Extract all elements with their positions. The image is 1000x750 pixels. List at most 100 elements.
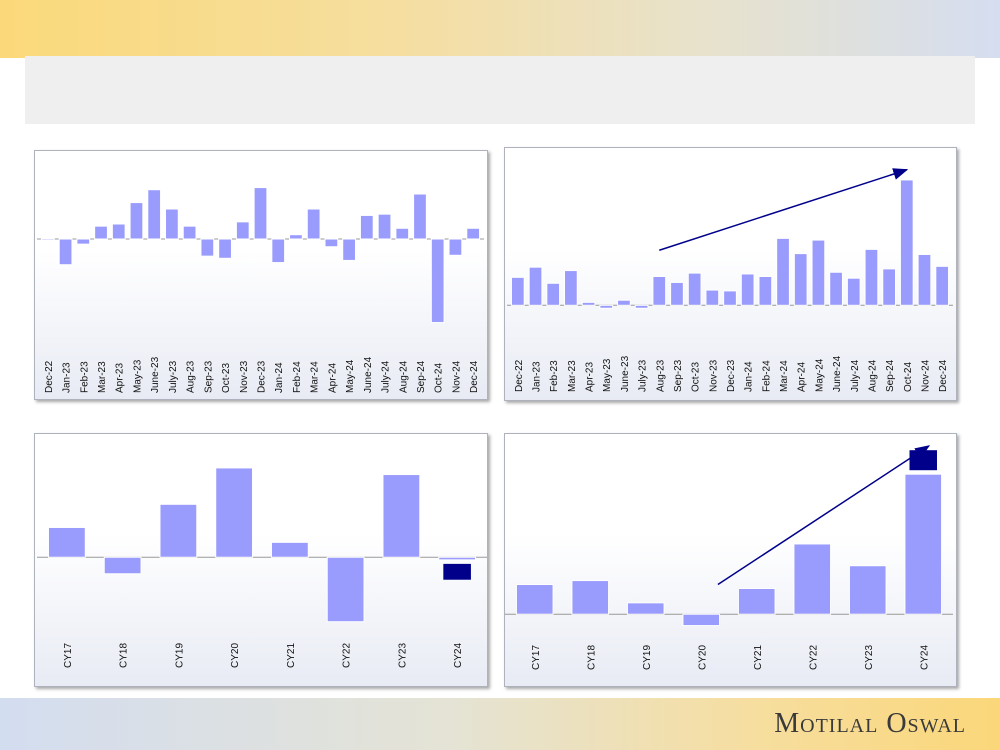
tick-label-June-24: June-24 bbox=[363, 356, 374, 393]
tick-label-Feb-23: Feb-23 bbox=[549, 360, 560, 392]
tick-label-Aug-24: Aug-24 bbox=[398, 360, 409, 393]
bar-Dec-22 bbox=[510, 276, 525, 306]
bar-Oct-24 bbox=[899, 179, 914, 306]
bar-Jan-24 bbox=[271, 238, 286, 264]
bar-Mar-23 bbox=[94, 225, 108, 240]
tick-label-Dec-23: Dec-23 bbox=[726, 359, 737, 392]
slide-title-bar bbox=[25, 56, 975, 124]
tick-label-CY17: CY17 bbox=[531, 645, 542, 670]
tick-label-CY22: CY22 bbox=[808, 645, 819, 670]
bar-Sep-23 bbox=[200, 238, 215, 257]
chart-yearly-panel-2: CY17 CY18 CY19 CY20 CY21 CY22 CY23 CY24 bbox=[504, 433, 957, 687]
tick-label-June-24: June-24 bbox=[832, 355, 843, 392]
tick-label-CY17: CY17 bbox=[63, 643, 74, 668]
bar-Nov-23 bbox=[705, 289, 720, 306]
highlight-bar-CY24 bbox=[443, 563, 471, 580]
bar-Nov-24 bbox=[917, 253, 932, 306]
bar-Sep-24 bbox=[413, 193, 427, 240]
bar-June-23 bbox=[617, 299, 631, 306]
tick-label-CY23: CY23 bbox=[864, 645, 875, 670]
tick-label-CY19: CY19 bbox=[174, 643, 185, 668]
bar-Mar-23 bbox=[564, 270, 578, 306]
bar-CY19 bbox=[159, 503, 198, 558]
tick-label-CY19: CY19 bbox=[642, 645, 653, 670]
bar-CY19 bbox=[626, 602, 665, 615]
bar-July-23 bbox=[634, 304, 649, 309]
tick-label-CY21: CY21 bbox=[286, 643, 297, 668]
bar-Apr-24 bbox=[324, 238, 339, 248]
tick-label-Sep-23: Sep-23 bbox=[203, 360, 214, 393]
tick-label-May-23: May-23 bbox=[132, 359, 143, 393]
bar-July-24 bbox=[377, 213, 392, 240]
tick-label-CY22: CY22 bbox=[342, 643, 353, 668]
tick-label-Sep-23: Sep-23 bbox=[673, 359, 684, 392]
bar-Jan-23 bbox=[528, 266, 543, 306]
tick-label-Mar-23: Mar-23 bbox=[97, 361, 108, 393]
tick-label-July-24: July-24 bbox=[381, 360, 392, 393]
tick-label-CY24: CY24 bbox=[919, 645, 930, 670]
bar-CY23 bbox=[848, 565, 887, 615]
tick-label-CY20: CY20 bbox=[697, 645, 708, 670]
tick-label-Jan-23: Jan-23 bbox=[62, 362, 73, 393]
monthly-change-chart-1: Dec-22 Jan-23 Feb-23 Mar-23 Apr-23 May-23 June… bbox=[37, 187, 484, 393]
bar-Aug-24 bbox=[395, 227, 410, 240]
tick-label-Mar-24: Mar-24 bbox=[310, 361, 321, 393]
tick-label-Dec-24: Dec-24 bbox=[938, 359, 949, 392]
footer-band bbox=[0, 698, 1000, 750]
tick-label-Dec-24: Dec-24 bbox=[469, 360, 480, 393]
bar-Feb-23 bbox=[546, 282, 561, 306]
bar-Sep-24 bbox=[882, 268, 896, 306]
tick-label-Jan-24: Jan-24 bbox=[744, 361, 755, 392]
yearly-change-chart-1: CY17 CY18 CY19 CY20 CY21 CY22 CY23 CY24 bbox=[37, 467, 487, 668]
bar-Jan-24 bbox=[740, 273, 755, 306]
bar-Aug-24 bbox=[864, 248, 879, 306]
bar-CY24 bbox=[904, 473, 943, 615]
bar-June-24 bbox=[359, 214, 374, 240]
tick-label-Mar-23: Mar-23 bbox=[567, 360, 578, 392]
bar-Nov-24 bbox=[448, 238, 463, 256]
tick-label-July-24: July-24 bbox=[850, 359, 861, 392]
tick-label-Aug-23: Aug-23 bbox=[655, 359, 666, 392]
bar-Aug-23 bbox=[182, 225, 197, 240]
chart-yearly-panel-1: CY17 CY18 CY19 CY20 CY21 CY22 CY23 CY24 bbox=[34, 433, 488, 687]
tick-label-May-24: May-24 bbox=[345, 359, 356, 393]
bar-Sep-23 bbox=[670, 281, 684, 306]
bar-CY17 bbox=[47, 526, 86, 558]
bar-CY24 bbox=[438, 556, 477, 561]
tick-label-Apr-24: Apr-24 bbox=[327, 363, 338, 393]
bar-Dec-23 bbox=[253, 187, 268, 240]
tick-label-Jan-24: Jan-24 bbox=[274, 362, 285, 393]
tick-label-May-23: May-23 bbox=[602, 358, 613, 392]
tick-label-June-23: June-23 bbox=[620, 355, 631, 392]
bar-June-23 bbox=[147, 189, 162, 240]
bar-June-24 bbox=[829, 271, 843, 306]
header-band bbox=[0, 0, 1000, 58]
tick-label-Oct-24: Oct-24 bbox=[434, 363, 445, 393]
tick-label-CY18: CY18 bbox=[119, 643, 130, 668]
bar-Apr-23 bbox=[111, 223, 126, 240]
tick-label-Apr-23: Apr-23 bbox=[115, 363, 126, 393]
bar-CY18 bbox=[571, 580, 610, 615]
tick-label-Dec-22: Dec-22 bbox=[514, 359, 525, 392]
bar-Oct-24 bbox=[430, 238, 445, 324]
bar-Oct-23 bbox=[218, 238, 232, 259]
bar-May-24 bbox=[342, 238, 356, 261]
bar-CY20 bbox=[682, 613, 721, 627]
bar-CY20 bbox=[215, 467, 254, 558]
tick-label-Aug-23: Aug-23 bbox=[186, 360, 197, 393]
tick-label-Nov-24: Nov-24 bbox=[920, 359, 931, 392]
tick-label-Mar-24: Mar-24 bbox=[779, 360, 790, 392]
tick-label-Feb-23: Feb-23 bbox=[79, 361, 90, 393]
bar-Apr-24 bbox=[793, 253, 808, 306]
bar-July-24 bbox=[846, 277, 861, 306]
tick-label-CY20: CY20 bbox=[230, 643, 241, 668]
bar-CY22 bbox=[793, 543, 832, 615]
tick-label-Nov-23: Nov-23 bbox=[239, 360, 250, 393]
yearly-change-chart-2: CY17 CY18 CY19 CY20 CY21 CY22 CY23 CY24 bbox=[505, 445, 953, 670]
bar-CY18 bbox=[103, 556, 142, 575]
tick-label-Oct-23: Oct-23 bbox=[221, 363, 232, 393]
tick-label-CY23: CY23 bbox=[397, 643, 408, 668]
tick-label-Jan-23: Jan-23 bbox=[532, 361, 543, 392]
tick-label-July-23: July-23 bbox=[168, 360, 179, 393]
tick-label-Nov-23: Nov-23 bbox=[708, 359, 719, 392]
